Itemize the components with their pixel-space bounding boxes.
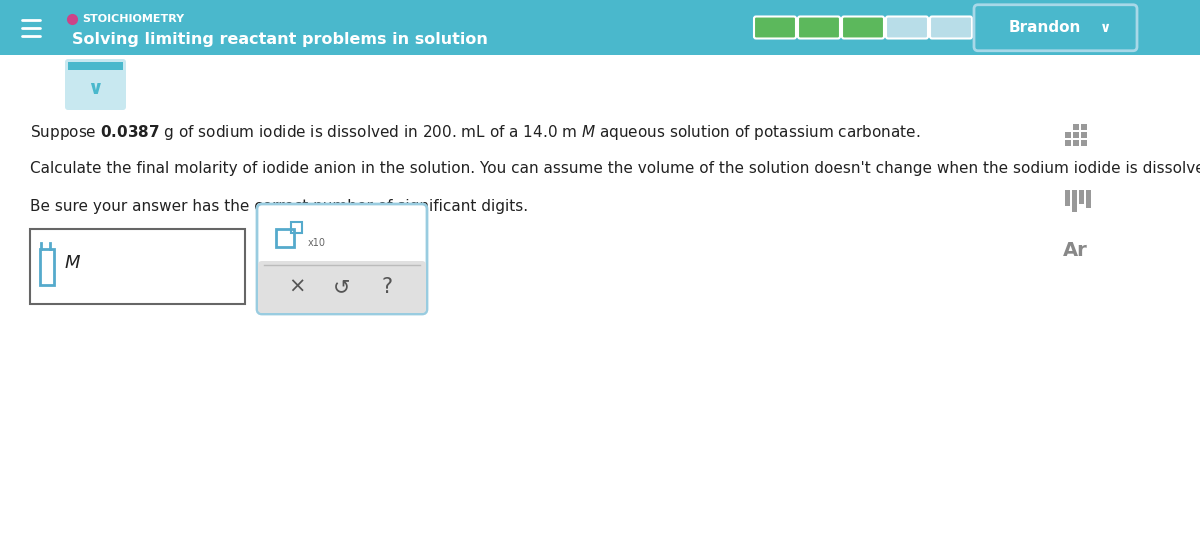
Bar: [276, 229, 294, 247]
Bar: [30, 229, 245, 304]
Text: Be sure your answer has the correct number of significant digits.: Be sure your answer has the correct numb…: [30, 199, 528, 214]
Bar: [1073, 124, 1079, 130]
FancyBboxPatch shape: [257, 204, 427, 314]
FancyBboxPatch shape: [754, 17, 796, 38]
FancyBboxPatch shape: [974, 5, 1138, 51]
Text: ∨: ∨: [1099, 21, 1111, 35]
Bar: [1081, 140, 1087, 146]
Bar: [40, 249, 54, 285]
FancyBboxPatch shape: [65, 59, 126, 110]
Bar: [1072, 190, 1078, 212]
Bar: [292, 222, 302, 233]
FancyBboxPatch shape: [886, 17, 928, 38]
Text: Brandon: Brandon: [1008, 20, 1081, 35]
Bar: [1086, 190, 1091, 208]
Bar: [1073, 132, 1079, 138]
FancyBboxPatch shape: [258, 261, 426, 313]
Text: ?: ?: [382, 277, 392, 297]
Bar: [1081, 124, 1087, 130]
Bar: [1081, 132, 1087, 138]
FancyBboxPatch shape: [930, 17, 972, 38]
Bar: [1066, 140, 1072, 146]
Bar: [1079, 190, 1084, 204]
Text: x10: x10: [308, 238, 326, 248]
Text: Ar: Ar: [1063, 240, 1087, 260]
Text: STOICHIOMETRY: STOICHIOMETRY: [82, 14, 184, 24]
Text: ×: ×: [288, 277, 306, 297]
Text: Calculate the final molarity of iodide anion in the solution. You can assume the: Calculate the final molarity of iodide a…: [30, 161, 1200, 176]
FancyBboxPatch shape: [798, 17, 840, 38]
Bar: [1066, 190, 1070, 206]
Text: ∨: ∨: [88, 79, 103, 98]
Text: $\mathit{M}$: $\mathit{M}$: [64, 254, 82, 272]
Bar: [0, 0, 1200, 55]
Text: Solving limiting reactant problems in solution: Solving limiting reactant problems in so…: [72, 32, 488, 47]
FancyBboxPatch shape: [842, 17, 884, 38]
Text: Suppose $\mathbf{0.0387}$ g of sodium iodide is dissolved in 200. mL of a 14.0 m: Suppose $\mathbf{0.0387}$ g of sodium io…: [30, 123, 920, 142]
Bar: [1073, 140, 1079, 146]
Bar: [1066, 132, 1072, 138]
Bar: [68, 62, 124, 70]
Text: ↺: ↺: [334, 277, 350, 297]
